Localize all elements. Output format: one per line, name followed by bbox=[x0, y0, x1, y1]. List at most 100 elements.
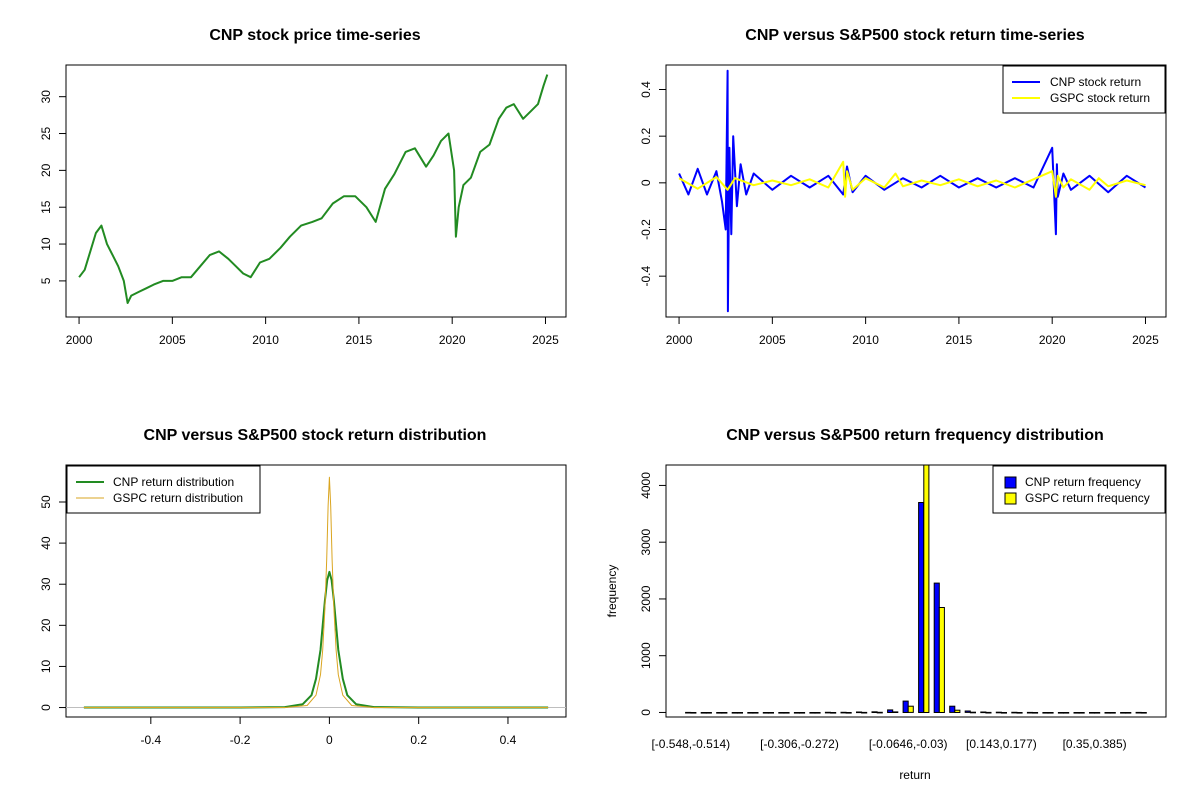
histogram-x-axis-label: return bbox=[899, 768, 930, 782]
series-line-0 bbox=[83, 570, 549, 709]
hist-bar-cnp bbox=[902, 700, 909, 713]
hist-bar-gspc bbox=[721, 712, 728, 714]
hist-bar-gspc bbox=[1063, 712, 1070, 714]
series-line-1 bbox=[678, 160, 1146, 198]
price-x-axis: 2000 2005 2010 2015 2020 2025 bbox=[66, 316, 559, 347]
x-tick-label: 2005 bbox=[159, 333, 186, 347]
y-tick-label: 0 bbox=[639, 179, 653, 186]
histogram-legend-label-cnp: CNP return frequency bbox=[1025, 475, 1141, 489]
hist-bar-cnp bbox=[700, 712, 707, 714]
hist-bar-gspc bbox=[799, 712, 806, 714]
hist-bar-gspc bbox=[1032, 712, 1039, 714]
hist-bar-cnp bbox=[856, 711, 863, 714]
hist-bar-gspc bbox=[1000, 712, 1008, 714]
hist-bar-cnp bbox=[716, 712, 723, 714]
y-tick-label: 30 bbox=[39, 90, 53, 104]
y-tick-label: 3000 bbox=[639, 529, 653, 556]
hist-bar-gspc bbox=[1140, 712, 1147, 714]
x-tick-label: 2005 bbox=[759, 333, 786, 347]
x-tick-label: 2020 bbox=[439, 333, 466, 347]
return-y-axis: -0.4 -0.2 0 0.2 0.4 bbox=[639, 81, 667, 287]
hist-bar-cnp bbox=[871, 711, 878, 713]
x-tick-label: 0 bbox=[326, 733, 333, 747]
x-tick-label: 2000 bbox=[666, 333, 693, 347]
density-x-axis: -0.4 -0.2 0 0.2 0.4 bbox=[140, 716, 517, 747]
x-tick-label: -0.2 bbox=[230, 733, 251, 747]
price-series-group bbox=[78, 74, 549, 304]
hist-bar-cnp bbox=[918, 502, 925, 713]
panel-price-chart: CNP stock price time-series 2000 2005 2010… bbox=[39, 27, 567, 347]
hist-bar-gspc bbox=[861, 711, 868, 714]
hist-bar-cnp bbox=[933, 582, 940, 713]
y-tick-label: -0.2 bbox=[639, 219, 653, 240]
hist-bar-gspc bbox=[1047, 712, 1054, 714]
histogram-legend-swatch-gspc bbox=[1004, 492, 1017, 505]
x-tick-label: 0.4 bbox=[500, 733, 517, 747]
hist-bar-gspc bbox=[938, 607, 945, 713]
hist-bar-gspc bbox=[1078, 712, 1085, 714]
hist-bar-gspc bbox=[767, 712, 775, 714]
hist-bar-cnp bbox=[995, 711, 1002, 714]
hist-bar-gspc bbox=[954, 709, 961, 714]
histogram-legend-label-gspc: GSPC return frequency bbox=[1025, 491, 1150, 505]
series-line-0 bbox=[678, 69, 1147, 313]
hist-bar-gspc bbox=[1094, 712, 1101, 714]
hist-bar-cnp bbox=[887, 709, 894, 714]
y-tick-label: -0.4 bbox=[639, 266, 653, 287]
density-series-group bbox=[66, 476, 566, 709]
hist-bar-cnp bbox=[1135, 711, 1142, 714]
hist-bar-gspc bbox=[705, 712, 712, 714]
y-tick-label: 10 bbox=[39, 237, 53, 251]
histogram-y-axis: 0 1000 2000 3000 4000 bbox=[639, 472, 667, 716]
y-tick-label: 0.2 bbox=[639, 128, 653, 145]
x-tick-label: -0.4 bbox=[140, 733, 161, 747]
histogram-y-axis-label: frequency bbox=[605, 565, 619, 618]
hist-bar-gspc bbox=[923, 464, 930, 713]
hist-bar-gspc bbox=[1125, 712, 1132, 714]
y-tick-label: 0 bbox=[639, 709, 653, 716]
y-tick-label: 20 bbox=[39, 618, 53, 632]
histogram-legend-box bbox=[992, 465, 1166, 514]
hist-bar-gspc bbox=[783, 712, 790, 714]
y-tick-label: 0 bbox=[39, 704, 53, 711]
hist-bar-cnp bbox=[731, 712, 738, 714]
return-series-group bbox=[678, 69, 1147, 313]
x-tick-label: 2015 bbox=[946, 333, 973, 347]
histogram-bars-group bbox=[685, 464, 1147, 714]
hist-bar-cnp bbox=[1011, 711, 1018, 714]
hist-bar-gspc bbox=[814, 712, 821, 714]
density-legend-label-gspc: GSPC return distribution bbox=[113, 491, 243, 505]
y-tick-label: 5 bbox=[39, 277, 53, 284]
hist-bar-gspc bbox=[892, 711, 899, 714]
y-tick-label: 0.4 bbox=[639, 81, 653, 98]
hist-bar-gspc bbox=[845, 712, 852, 714]
x-tick-label: 2020 bbox=[1039, 333, 1066, 347]
hist-bar-cnp bbox=[1104, 712, 1111, 714]
y-tick-label: 2000 bbox=[639, 585, 653, 612]
panel-return-chart: CNP versus S&P500 stock return time-seri… bbox=[639, 27, 1167, 347]
x-tick-label: 2025 bbox=[532, 333, 559, 347]
x-tick-label: 2015 bbox=[346, 333, 373, 347]
hist-bar-cnp bbox=[1026, 711, 1034, 714]
x-tick-label: [-0.306,-0.272) bbox=[760, 737, 839, 751]
price-y-axis: 5 10 15 20 25 30 bbox=[39, 90, 67, 284]
x-tick-label: [0.143,0.177) bbox=[966, 737, 1037, 751]
y-tick-label: 1000 bbox=[639, 642, 653, 669]
hist-bar-cnp bbox=[824, 711, 832, 714]
density-legend: CNP return distribution GSPC return dist… bbox=[66, 465, 261, 514]
y-tick-label: 50 bbox=[39, 495, 53, 509]
hist-bar-gspc bbox=[969, 711, 977, 714]
hist-bar-cnp bbox=[840, 711, 847, 714]
y-tick-label: 30 bbox=[39, 577, 53, 591]
return-x-axis: 2000 2005 2010 2015 2020 2025 bbox=[666, 316, 1159, 347]
histogram-legend: CNP return frequency GSPC return frequen… bbox=[992, 465, 1166, 514]
hist-bar-cnp bbox=[1073, 712, 1080, 714]
x-tick-label: 2010 bbox=[852, 333, 879, 347]
hist-bar-gspc bbox=[752, 712, 759, 714]
density-chart-title: CNP versus S&P500 stock return distribut… bbox=[144, 427, 487, 444]
x-tick-label: 0.2 bbox=[410, 733, 427, 747]
hist-bar-gspc bbox=[876, 711, 883, 714]
y-tick-label: 4000 bbox=[639, 472, 653, 499]
x-tick-label: 2000 bbox=[66, 333, 93, 347]
hist-bar-gspc bbox=[736, 712, 744, 714]
